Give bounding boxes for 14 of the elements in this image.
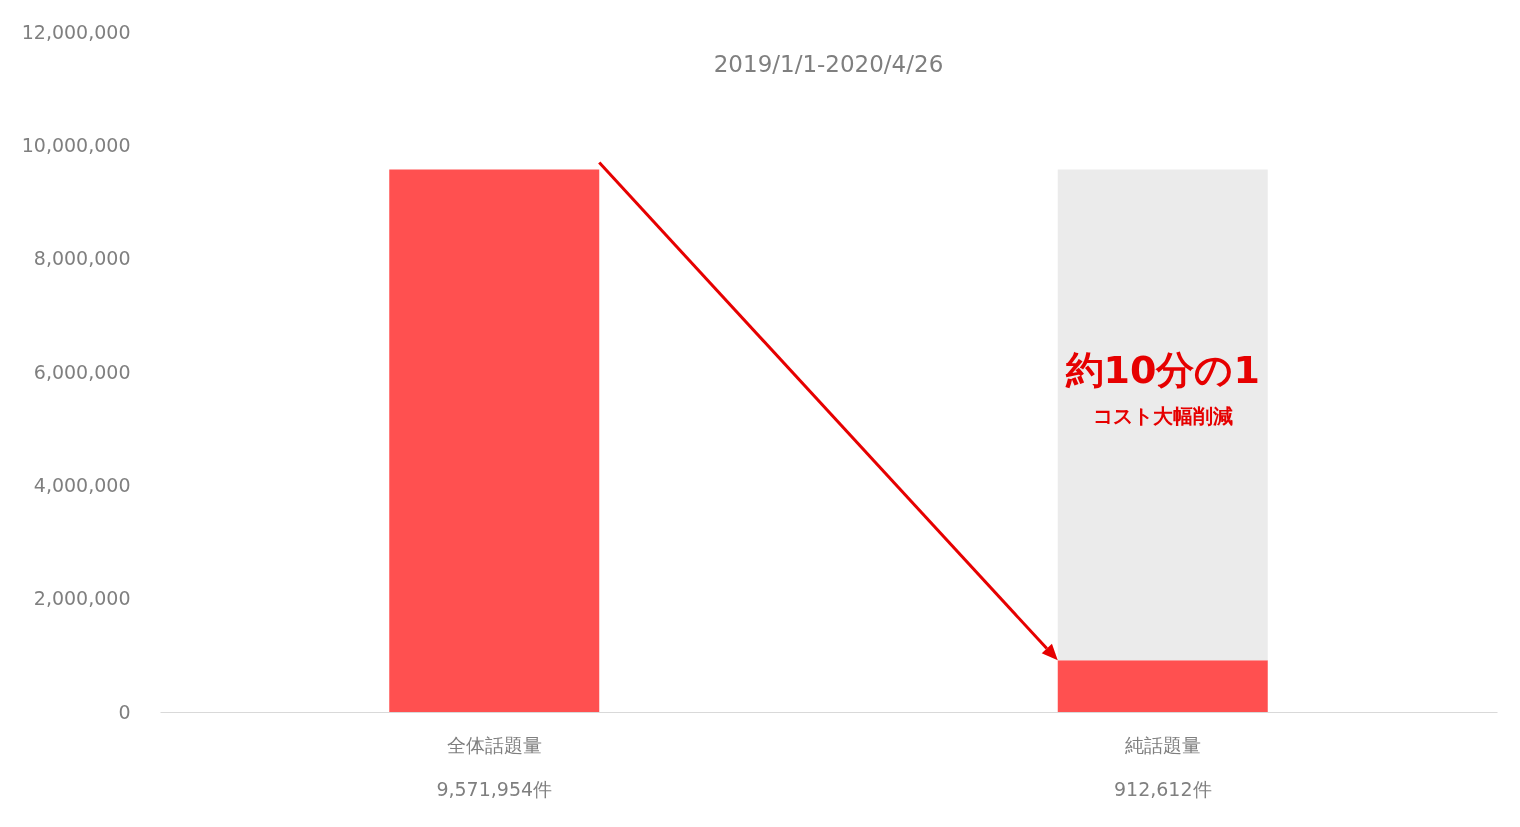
y-tick-label: 0 — [118, 700, 131, 723]
text: 2019/1/1-2020/4/26 — [713, 51, 944, 77]
y-tick-label: 8,000,000 — [33, 247, 131, 270]
data-label: 912,612件 — [1113, 778, 1212, 800]
x-tick-label: 全体話題量 — [446, 733, 542, 756]
y-tick-label: 4,000,000 — [33, 473, 131, 496]
data-label: 9,571,954件 — [436, 778, 553, 800]
y-tick-label: 12,000,000 — [21, 20, 131, 43]
y-tick-label: 6,000,000 — [33, 360, 131, 383]
y-tick-label: 10,000,000 — [21, 133, 131, 156]
annotation: コスト大幅削減 — [1092, 404, 1233, 428]
annotation: 約10分の1 — [1064, 348, 1260, 392]
x-tick-label: 純話題量 — [1124, 733, 1201, 756]
y-tick-label: 2,000,000 — [33, 587, 131, 610]
